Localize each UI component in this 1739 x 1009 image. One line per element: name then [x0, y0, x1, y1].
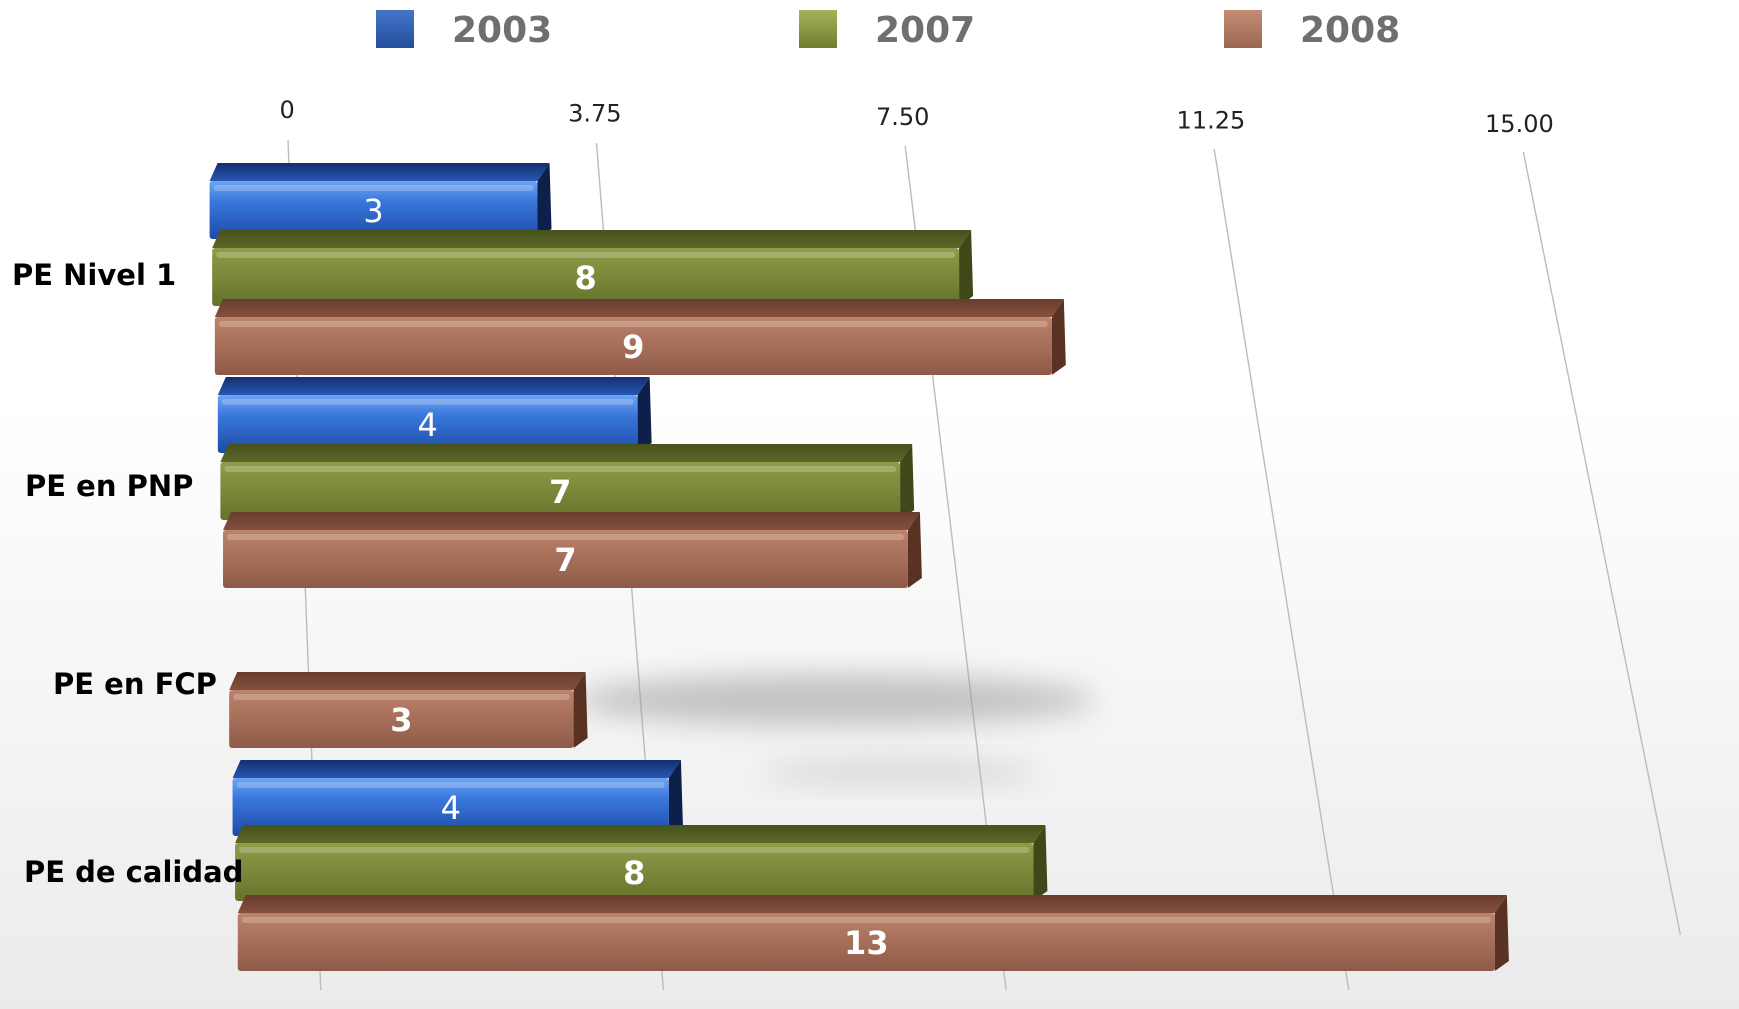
- legend-swatch: [799, 10, 837, 48]
- bar-top-face: [220, 444, 913, 462]
- bar-top-face: [237, 895, 1507, 913]
- bar-front-face: [232, 778, 669, 836]
- legend-label: 2007: [875, 10, 975, 51]
- bar-top-face: [223, 512, 920, 530]
- bar-top-face: [235, 825, 1046, 843]
- bar-end-face: [668, 760, 683, 836]
- bar-end-face: [573, 672, 588, 748]
- bar-front-face: [223, 530, 908, 588]
- bar-front-face: [214, 317, 1052, 375]
- bar-2008-0: 9: [214, 299, 1066, 375]
- bar-highlight: [227, 534, 904, 540]
- bar-front-face: [229, 690, 574, 748]
- bar-value-label: 4: [441, 789, 461, 827]
- bar-2007-1: 7: [220, 444, 915, 520]
- bar-front-face: [217, 395, 638, 453]
- bar-2008-2: 3: [229, 672, 588, 748]
- bar-shadow: [760, 758, 1040, 786]
- bar-2003-0: 3: [209, 163, 552, 239]
- bar-2007-0: 8: [212, 230, 974, 306]
- bar-shadow: [575, 674, 1095, 726]
- bar-top-face: [217, 377, 650, 395]
- bar-front-face: [209, 181, 538, 239]
- bar-highlight: [239, 847, 1030, 853]
- bar-value-label: 3: [390, 701, 412, 739]
- legend-swatch: [376, 10, 414, 48]
- bar-value-label: 3: [363, 192, 383, 230]
- legend-label: 2003: [452, 10, 552, 51]
- bar-end-face: [637, 377, 652, 453]
- x-tick-label: 15.00: [1485, 110, 1554, 138]
- bar-front-face: [235, 843, 1034, 901]
- bar-front-face: [220, 462, 901, 520]
- category-label: PE en PNP: [25, 469, 193, 503]
- bar-top-face: [232, 760, 681, 778]
- bar-end-face: [1033, 825, 1048, 901]
- bar-value-label: 8: [623, 854, 645, 892]
- bar-value-label: 7: [549, 473, 571, 511]
- bar-value-label: 13: [844, 924, 889, 962]
- category-label: PE Nivel 1: [12, 258, 176, 292]
- bar-top-face: [209, 163, 550, 181]
- bar-end-face: [907, 512, 922, 588]
- bar-front-face: [237, 913, 1495, 971]
- x-axis-ticks: 0 3.75 7.50 11.25 15.00: [280, 96, 1554, 138]
- bar-highlight: [221, 399, 634, 405]
- shadow-layer: [575, 674, 1095, 786]
- x-tick-label: 11.25: [1177, 107, 1246, 135]
- bar-end-face: [1494, 895, 1509, 971]
- bar-end-face: [537, 163, 552, 239]
- bar-value-label: 7: [554, 541, 576, 579]
- gridline-3: [1213, 148, 1350, 991]
- category-label: PE de calidad: [24, 855, 243, 889]
- bar-highlight: [216, 252, 956, 258]
- bar-highlight: [224, 466, 897, 472]
- bar-highlight: [241, 917, 1491, 923]
- gridline-4: [1522, 151, 1682, 936]
- x-tick-label: 0: [280, 96, 295, 124]
- bar-front-face: [212, 248, 960, 306]
- bar-2008-1: 7: [223, 512, 922, 588]
- bar-value-label: 4: [418, 406, 438, 444]
- bar-end-face: [900, 444, 915, 520]
- x-tick-label: 7.50: [876, 103, 929, 131]
- bar-top-face: [229, 672, 586, 690]
- bar-highlight: [213, 185, 534, 191]
- bar-2003-1: 4: [217, 377, 652, 453]
- x-tick-label: 3.75: [568, 100, 621, 128]
- bar-2008-3: 13: [237, 895, 1509, 971]
- bar-top-face: [212, 230, 972, 248]
- bar-value-label: 8: [574, 259, 596, 297]
- legend: 2003 2007 2008: [376, 10, 1400, 51]
- category-labels: PE Nivel 1 PE en PNP PE en FCP PE de calida…: [12, 258, 243, 889]
- bar-top-face: [214, 299, 1064, 317]
- bar-end-face: [1051, 299, 1066, 375]
- legend-swatch: [1224, 10, 1262, 48]
- bar-2003-3: 4: [232, 760, 683, 836]
- bar-end-face: [959, 230, 974, 306]
- category-label: PE en FCP: [53, 667, 217, 701]
- bar-highlight: [236, 782, 665, 788]
- bar-value-label: 9: [622, 328, 644, 366]
- bar-2007-3: 8: [235, 825, 1048, 901]
- bar-highlight: [233, 694, 570, 700]
- bar-highlight: [218, 321, 1048, 327]
- legend-label: 2008: [1300, 10, 1400, 51]
